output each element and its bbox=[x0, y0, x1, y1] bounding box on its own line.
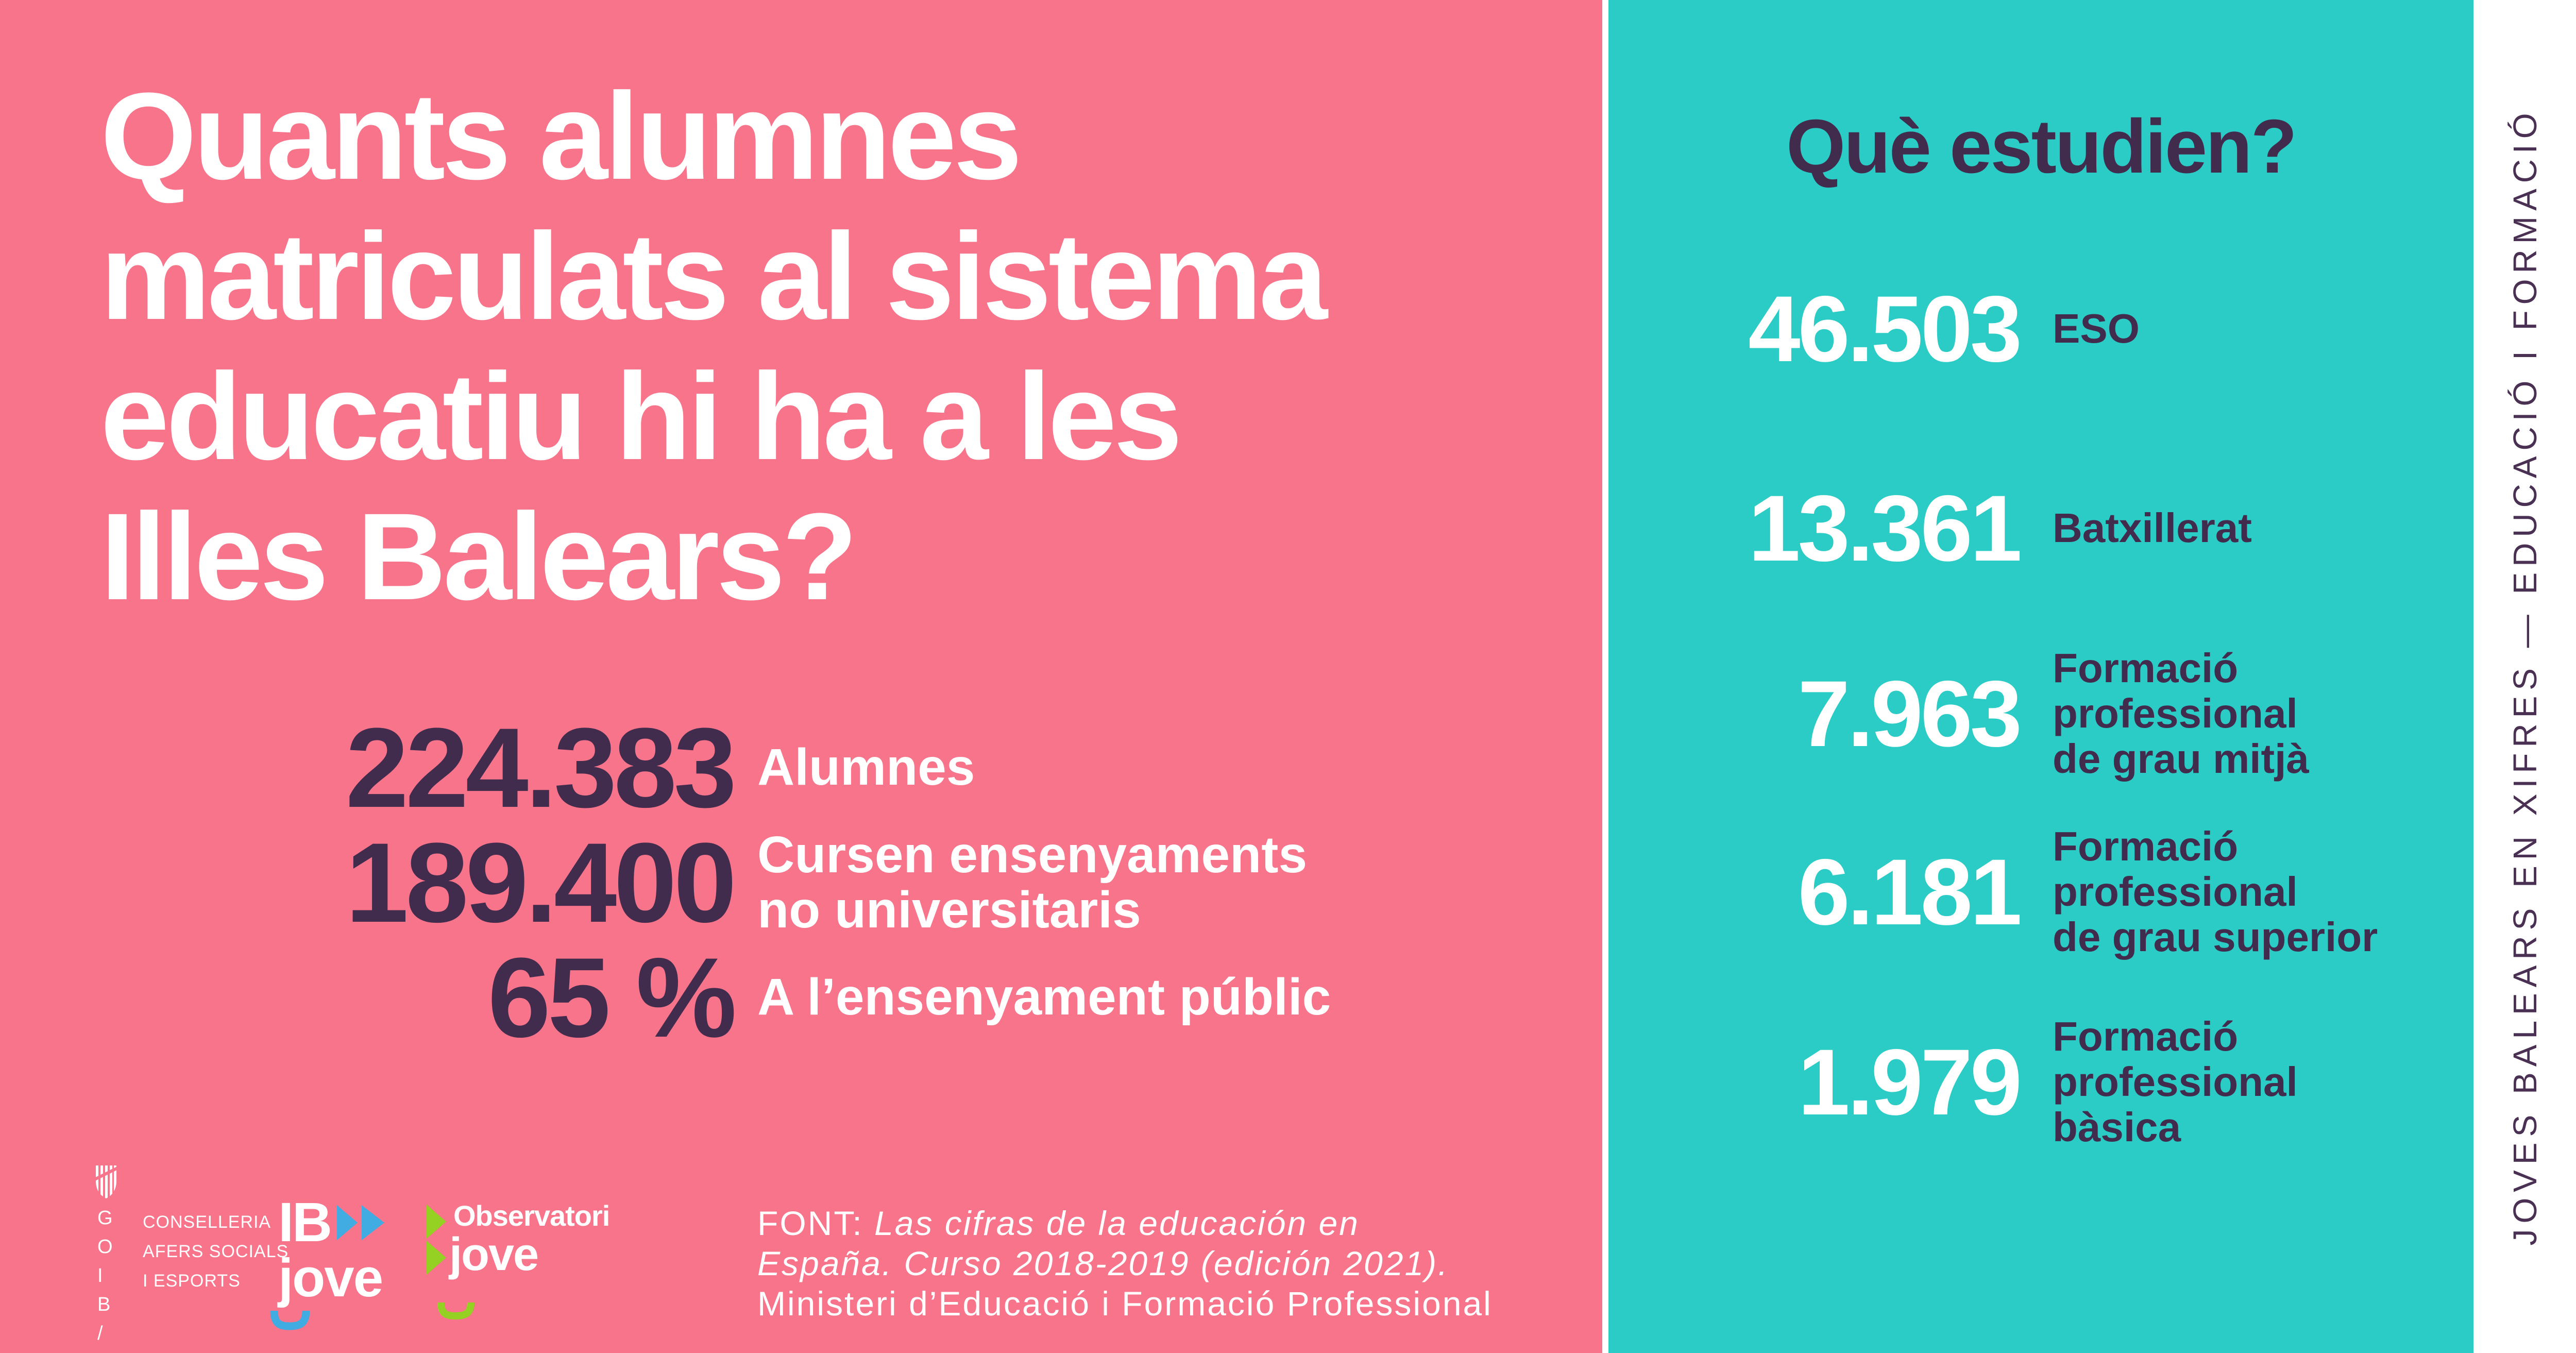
ibjove-underline-swoosh-icon bbox=[270, 1310, 310, 1330]
study-value-fp-grau-superior: 6.181 bbox=[1798, 839, 2022, 944]
list-item: 65 % A l’ensenyament públic bbox=[100, 940, 1553, 1055]
stat-label-ensenyament-public: A l’ensenyament públic bbox=[757, 968, 1331, 1026]
double-play-arrows-icon bbox=[337, 1205, 384, 1240]
source-title-line1: Las cifras de la educación en bbox=[874, 1204, 1360, 1242]
stacked-play-arrows-icon bbox=[427, 1205, 446, 1275]
key-figures-list: 224.383 Alumnes 189.400 Cursen ensenyame… bbox=[100, 710, 1553, 1055]
goib-shield-icon bbox=[95, 1165, 117, 1198]
study-label-fp-grau-mitja: Formació professional de grau mitjà bbox=[2053, 645, 2309, 782]
list-item: 224.383 Alumnes bbox=[100, 710, 1553, 825]
study-value-fp-grau-mitja: 7.963 bbox=[1798, 661, 2022, 766]
list-item: 13.361 Batxillerat bbox=[1608, 459, 2458, 598]
source-citation: FONT: Las cifras de la educación en Espa… bbox=[757, 1203, 1592, 1324]
source-prefix: FONT: bbox=[757, 1204, 874, 1242]
vertical-series-title: JOVES BALEARS EN XIFRES — EDUCACIÓ I FOR… bbox=[2506, 107, 2544, 1246]
study-label-eso: ESO bbox=[2053, 306, 2140, 351]
study-value-batxillerat: 13.361 bbox=[1748, 476, 2022, 581]
source-title-line2: España. Curso 2018-2019 (edición 2021). bbox=[757, 1244, 1449, 1282]
study-label-batxillerat: Batxillerat bbox=[2053, 505, 2252, 551]
goib-department-text: CONSELLERIA AFERS SOCIALS I ESPORTS bbox=[143, 1212, 289, 1291]
stat-value-no-universitaris: 189.400 bbox=[345, 819, 737, 946]
left-panel: Quants alumnes matriculats al sistema ed… bbox=[0, 0, 1602, 1353]
study-value-fp-basica: 1.979 bbox=[1798, 1029, 2022, 1135]
observatori-underline-swoosh-icon bbox=[437, 1302, 474, 1320]
page-title: Quants alumnes matriculats al sistema ed… bbox=[100, 67, 1328, 625]
observatori-jove-logo: Observatori jove bbox=[427, 1202, 643, 1330]
list-item: 189.400 Cursen ensenyaments no universit… bbox=[100, 825, 1553, 940]
goib-logo: G O I B / CONSELLERIA AFERS SOCIALS I ES… bbox=[95, 1165, 384, 1351]
right-panel: Què estudien? 46.503 ESO 13.361 Batxille… bbox=[1608, 0, 2473, 1353]
study-label-fp-grau-superior: Formació professional de grau superior bbox=[2053, 823, 2378, 960]
section-title: Què estudien? bbox=[1786, 104, 2297, 189]
stat-value-alumnes: 224.383 bbox=[345, 704, 737, 831]
stat-label-no-universitaris: Cursen ensenyaments no universitaris bbox=[757, 825, 1308, 939]
side-strip: JOVES BALEARS EN XIFRES — EDUCACIÓ I FOR… bbox=[2473, 0, 2576, 1353]
list-item: 46.503 ESO bbox=[1608, 259, 2458, 398]
goib-letters: G O I B / bbox=[97, 1207, 113, 1344]
stat-value-ensenyament-public: 65 % bbox=[487, 934, 737, 1061]
observatori-wordmark-line1: Observatori bbox=[453, 1199, 610, 1232]
observatori-wordmark-line2: jove bbox=[449, 1229, 539, 1280]
list-item: 6.181 Formació professional de grau supe… bbox=[1608, 822, 2458, 961]
study-value-eso: 46.503 bbox=[1748, 276, 2022, 381]
stat-label-alumnes: Alumnes bbox=[757, 738, 975, 796]
list-item: 1.979 Formació professional bàsica bbox=[1608, 1012, 2458, 1152]
list-item: 7.963 Formació professional de grau mitj… bbox=[1608, 644, 2458, 783]
ibjove-wordmark-line2: jove bbox=[278, 1248, 383, 1308]
source-publisher: Ministeri d’Educació i Formació Professi… bbox=[757, 1284, 1493, 1323]
ibjove-wordmark-line1: IB bbox=[278, 1191, 332, 1253]
study-label-fp-basica: Formació professional bàsica bbox=[2053, 1013, 2298, 1150]
ibjove-logo: IB jove bbox=[270, 1191, 397, 1333]
